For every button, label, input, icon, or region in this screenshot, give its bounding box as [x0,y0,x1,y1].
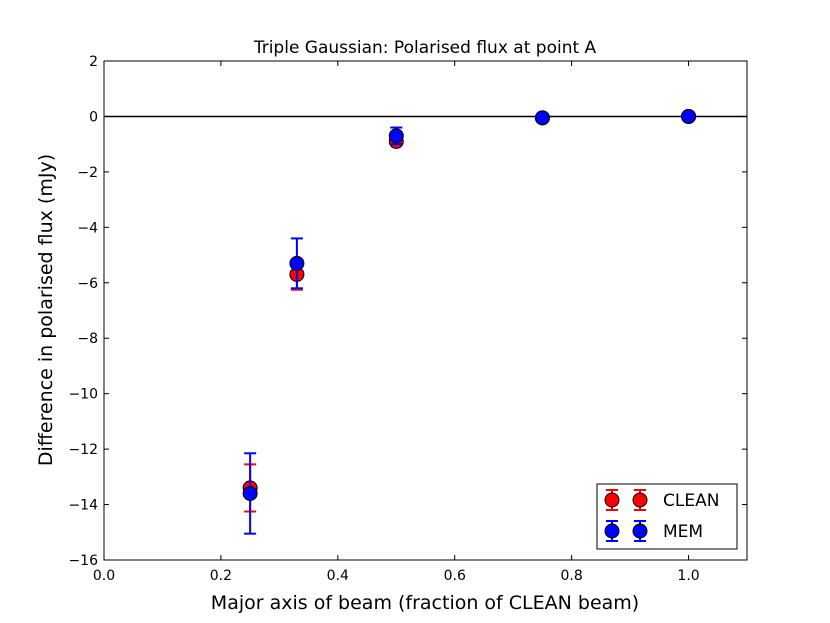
legend-marker [632,523,648,539]
y-tick-label: −4 [77,220,98,236]
legend-label-mem: MEM [663,522,703,542]
legend-box [596,483,738,550]
legend: CLEAN MEM [596,483,738,550]
y-tick-label: 0 [89,109,98,125]
x-tick-label: 0.2 [210,568,232,584]
x-tick-label: 0.8 [561,568,583,584]
y-tick-label: −14 [68,498,98,514]
legend-entries: CLEAN MEM [604,489,719,542]
y-tick-label: −12 [68,442,98,458]
y-tick-label: −8 [77,331,98,347]
legend-marker [604,492,620,508]
y-tick-label: −6 [77,276,98,292]
legend-marker [604,523,620,539]
data-point [534,110,550,126]
series-layer [242,108,697,535]
legend-label-clean: CLEAN [663,491,719,511]
x-axis-ticks: 0.0 0.2 0.4 0.6 0.8 1.0 [93,61,700,584]
y-tick-label: −2 [77,165,98,181]
y-tick-label: −16 [68,553,98,569]
plot-area: 0.0 0.2 0.4 0.6 0.8 1.0 2 0 −2 −4 −6 −8 −10 −12 −14 −1… [68,54,748,584]
data-point [388,128,404,144]
x-axis-title: Major axis of beam (fraction of CLEAN be… [211,592,639,614]
data-point [242,485,258,501]
axes-frame [103,60,748,561]
x-tick-label: 1.0 [677,568,699,584]
x-tick-label: 0.0 [93,568,115,584]
y-tick-label: 2 [89,54,98,70]
x-tick-label: 0.4 [327,568,349,584]
series-mem [242,108,697,535]
y-axis-ticks: 2 0 −2 −4 −6 −8 −10 −12 −14 −16 [68,54,747,569]
data-point [289,255,305,271]
y-tick-label: −10 [68,387,98,403]
data-point [681,108,697,124]
legend-marker [632,492,648,508]
x-tick-label: 0.6 [444,568,466,584]
chart-title: Triple Gaussian: Polarised flux at point… [253,38,597,58]
y-axis-title: Difference in polarised flux (mJy) [35,154,57,466]
